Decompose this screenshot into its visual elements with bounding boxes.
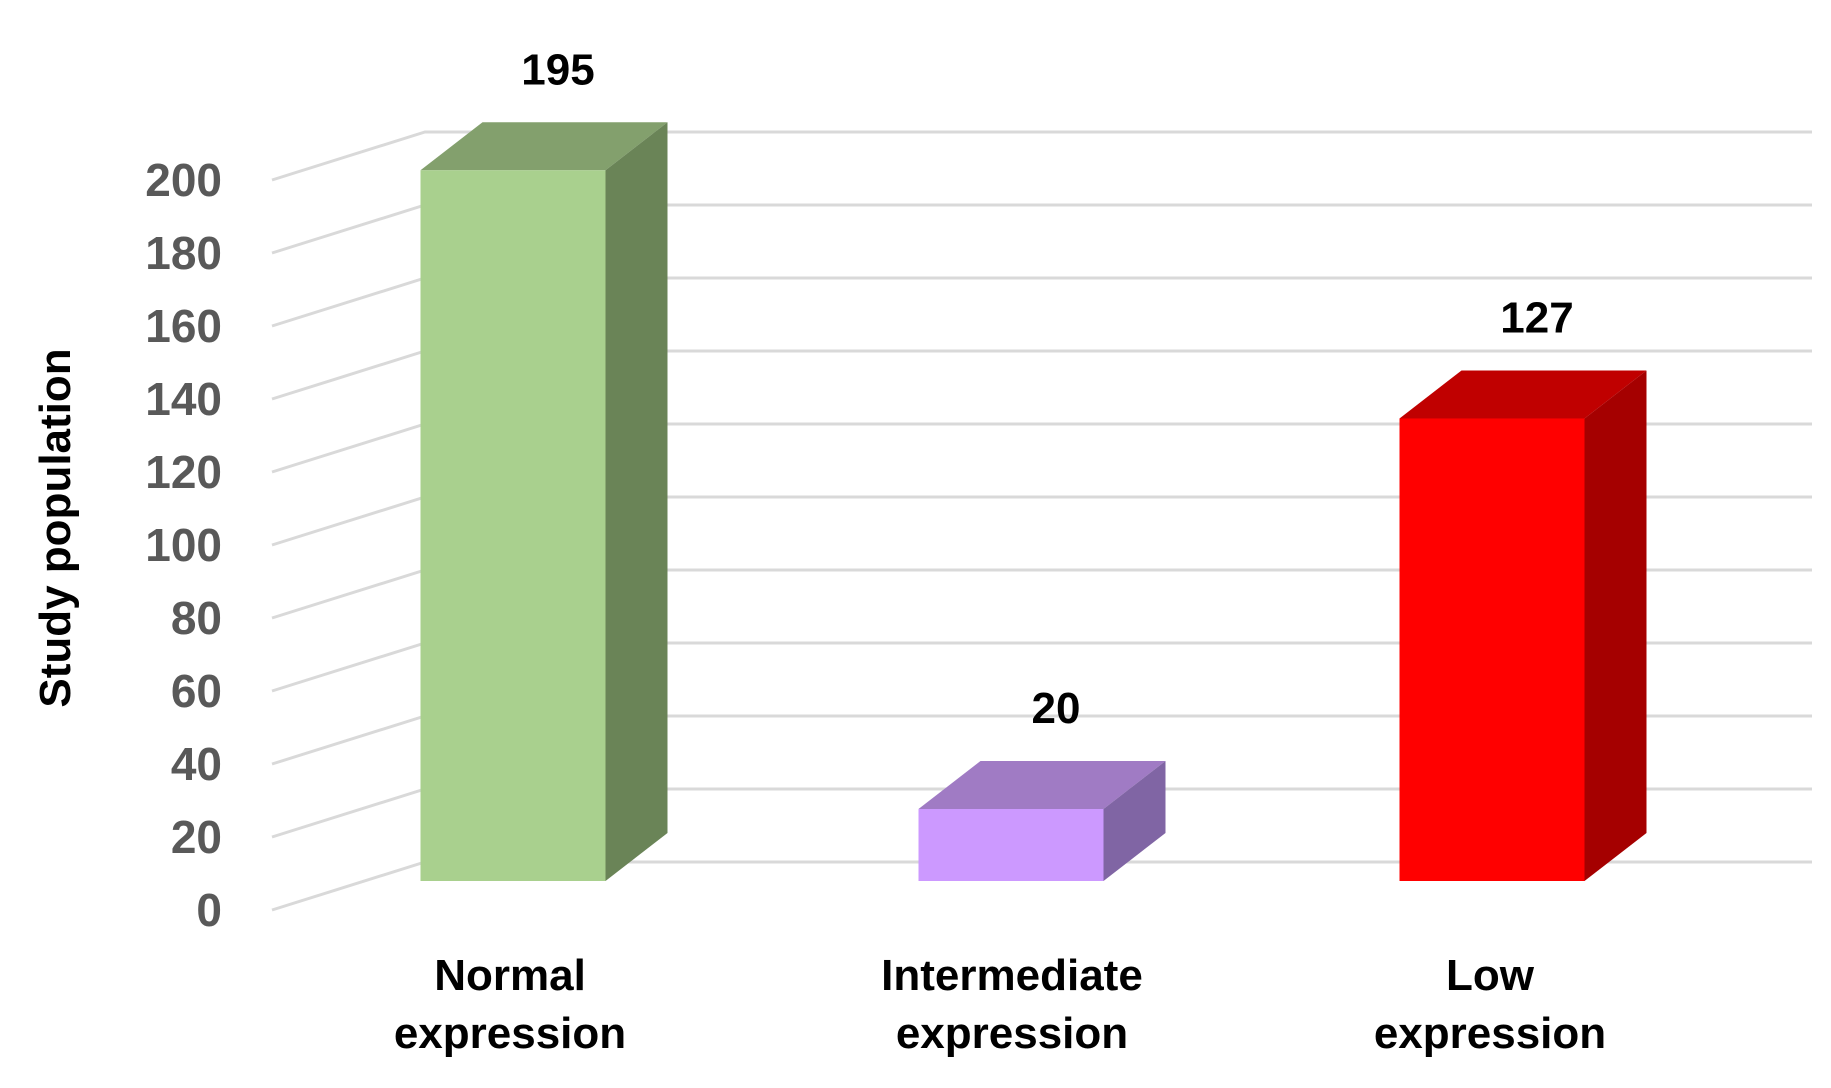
y-tick-label: 60 <box>171 665 222 717</box>
y-tick-label: 120 <box>145 446 222 498</box>
y-axis-title: Study population <box>31 348 80 707</box>
bar <box>420 122 668 881</box>
bar <box>918 761 1166 881</box>
bars <box>420 122 1647 881</box>
y-tick-label: 40 <box>171 738 222 790</box>
category-label: Normal <box>434 951 586 1000</box>
y-tick-label: 200 <box>145 154 222 206</box>
y-tick-label: 180 <box>145 227 222 279</box>
data-label: 127 <box>1500 293 1573 342</box>
category-label: expression <box>1374 1009 1606 1058</box>
bar-top <box>420 122 668 171</box>
bar-side <box>1103 761 1166 881</box>
category-label: expression <box>896 1009 1128 1058</box>
x-axis-categories: Normal expression Intermediate expression Lo… <box>394 951 1606 1058</box>
bar-top <box>918 761 1166 809</box>
y-tick-label: 160 <box>145 300 222 352</box>
data-label: 195 <box>521 45 594 94</box>
y-axis-ticks: 0 20 40 60 80 100 120 140 160 180 200 <box>145 154 222 936</box>
category-label: Intermediate <box>881 951 1143 1000</box>
y-tick-label: 100 <box>145 519 222 571</box>
y-tick-label: 80 <box>171 592 222 644</box>
gridline <box>271 130 1812 182</box>
bar-side <box>605 122 668 881</box>
y-tick-label: 20 <box>171 811 222 863</box>
bar-side <box>1584 370 1647 881</box>
y-tick-label: 140 <box>145 373 222 425</box>
bar-front <box>420 170 606 881</box>
y-tick-label: 0 <box>196 884 222 936</box>
data-label: 20 <box>1032 684 1081 733</box>
bar <box>1399 370 1647 881</box>
data-labels: 195 20 127 <box>521 45 1573 733</box>
bar-top <box>1399 370 1647 419</box>
bar-front <box>1399 418 1585 881</box>
bar-front <box>918 809 1104 881</box>
category-label: Low <box>1446 951 1535 1000</box>
category-label: expression <box>394 1009 626 1058</box>
